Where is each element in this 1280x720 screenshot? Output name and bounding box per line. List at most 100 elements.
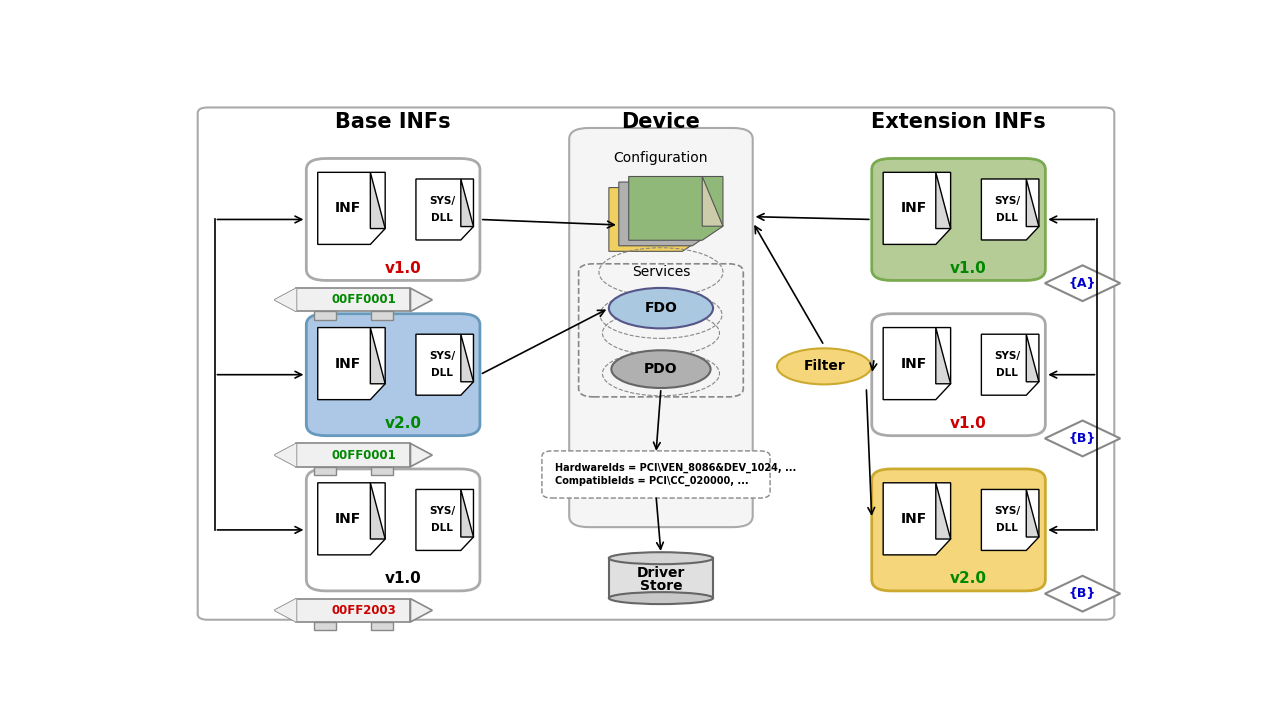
Polygon shape — [317, 483, 385, 555]
Polygon shape — [275, 288, 297, 312]
Text: SYS/: SYS/ — [995, 506, 1020, 516]
Ellipse shape — [612, 351, 710, 388]
FancyBboxPatch shape — [872, 469, 1046, 591]
Polygon shape — [682, 188, 703, 238]
Polygon shape — [275, 598, 297, 622]
FancyBboxPatch shape — [541, 451, 771, 498]
Polygon shape — [936, 328, 951, 384]
Text: DLL: DLL — [431, 368, 453, 378]
FancyBboxPatch shape — [872, 314, 1046, 436]
FancyBboxPatch shape — [297, 444, 411, 467]
Polygon shape — [317, 172, 385, 244]
Polygon shape — [416, 490, 474, 550]
Polygon shape — [461, 179, 474, 227]
Polygon shape — [1027, 490, 1039, 537]
Text: CompatibleIds = PCI\CC_020000, ...: CompatibleIds = PCI\CC_020000, ... — [554, 476, 749, 486]
Polygon shape — [416, 179, 474, 240]
Text: SYS/: SYS/ — [995, 196, 1020, 206]
Polygon shape — [370, 483, 385, 539]
FancyBboxPatch shape — [370, 312, 393, 320]
Polygon shape — [1044, 420, 1120, 456]
Text: {A}: {A} — [1069, 276, 1096, 289]
Text: INF: INF — [900, 356, 927, 371]
Polygon shape — [275, 598, 297, 622]
FancyBboxPatch shape — [872, 158, 1046, 280]
FancyBboxPatch shape — [306, 158, 480, 280]
FancyBboxPatch shape — [314, 312, 337, 320]
FancyBboxPatch shape — [370, 467, 393, 475]
Text: INF: INF — [335, 356, 361, 371]
Text: INF: INF — [335, 512, 361, 526]
Polygon shape — [982, 490, 1039, 550]
Text: 00FF0001: 00FF0001 — [332, 449, 397, 462]
Ellipse shape — [609, 552, 713, 564]
FancyBboxPatch shape — [297, 598, 411, 622]
Polygon shape — [628, 176, 723, 240]
Text: 00FF2003: 00FF2003 — [332, 604, 397, 617]
Ellipse shape — [777, 348, 872, 384]
Polygon shape — [317, 328, 385, 400]
Text: HardwareIds = PCI\VEN_8086&DEV_1024, ...: HardwareIds = PCI\VEN_8086&DEV_1024, ... — [554, 463, 796, 473]
Polygon shape — [936, 483, 951, 539]
Text: v1.0: v1.0 — [950, 261, 987, 276]
Text: FDO: FDO — [645, 301, 677, 315]
Text: Extension INFs: Extension INFs — [872, 112, 1046, 132]
Polygon shape — [275, 444, 297, 467]
Text: Device: Device — [622, 112, 700, 132]
Text: DLL: DLL — [996, 213, 1018, 223]
Text: INF: INF — [335, 202, 361, 215]
Text: DLL: DLL — [431, 523, 453, 534]
FancyBboxPatch shape — [609, 558, 713, 598]
Text: {B}: {B} — [1069, 432, 1096, 445]
FancyBboxPatch shape — [306, 314, 480, 436]
Polygon shape — [883, 328, 951, 400]
Polygon shape — [1044, 576, 1120, 611]
Text: Store: Store — [640, 580, 682, 593]
Text: 00FF0001: 00FF0001 — [332, 293, 397, 306]
Text: Filter: Filter — [804, 359, 845, 374]
Polygon shape — [1027, 179, 1039, 227]
Polygon shape — [275, 444, 297, 467]
Polygon shape — [411, 444, 433, 467]
Text: DLL: DLL — [996, 368, 1018, 378]
Text: v1.0: v1.0 — [385, 572, 421, 587]
Text: v2.0: v2.0 — [950, 572, 987, 587]
Text: v1.0: v1.0 — [385, 261, 421, 276]
Polygon shape — [416, 334, 474, 395]
FancyBboxPatch shape — [570, 128, 753, 527]
FancyBboxPatch shape — [314, 467, 337, 475]
Text: INF: INF — [900, 512, 927, 526]
Text: Services: Services — [632, 265, 690, 279]
Text: INF: INF — [900, 202, 927, 215]
Text: PDO: PDO — [644, 362, 678, 376]
Text: Configuration: Configuration — [613, 151, 708, 166]
Ellipse shape — [609, 288, 713, 328]
Polygon shape — [883, 172, 951, 244]
Polygon shape — [1044, 265, 1120, 301]
Polygon shape — [275, 288, 297, 312]
Polygon shape — [936, 172, 951, 228]
Text: DLL: DLL — [996, 523, 1018, 534]
Text: SYS/: SYS/ — [429, 351, 454, 361]
Text: v1.0: v1.0 — [950, 416, 987, 431]
Ellipse shape — [609, 592, 713, 604]
Polygon shape — [692, 182, 713, 232]
FancyBboxPatch shape — [297, 288, 411, 312]
Polygon shape — [982, 179, 1039, 240]
Polygon shape — [411, 598, 433, 622]
Text: {B}: {B} — [1069, 588, 1096, 600]
Text: SYS/: SYS/ — [429, 196, 454, 206]
FancyBboxPatch shape — [197, 107, 1115, 620]
Text: SYS/: SYS/ — [995, 351, 1020, 361]
Polygon shape — [411, 288, 433, 312]
FancyBboxPatch shape — [314, 622, 337, 630]
Text: v2.0: v2.0 — [384, 416, 421, 431]
FancyBboxPatch shape — [370, 622, 393, 630]
FancyBboxPatch shape — [306, 469, 480, 591]
Polygon shape — [609, 188, 703, 251]
Text: Base INFs: Base INFs — [335, 112, 451, 132]
Polygon shape — [370, 328, 385, 384]
Polygon shape — [461, 490, 474, 537]
Polygon shape — [1027, 334, 1039, 382]
Polygon shape — [982, 334, 1039, 395]
